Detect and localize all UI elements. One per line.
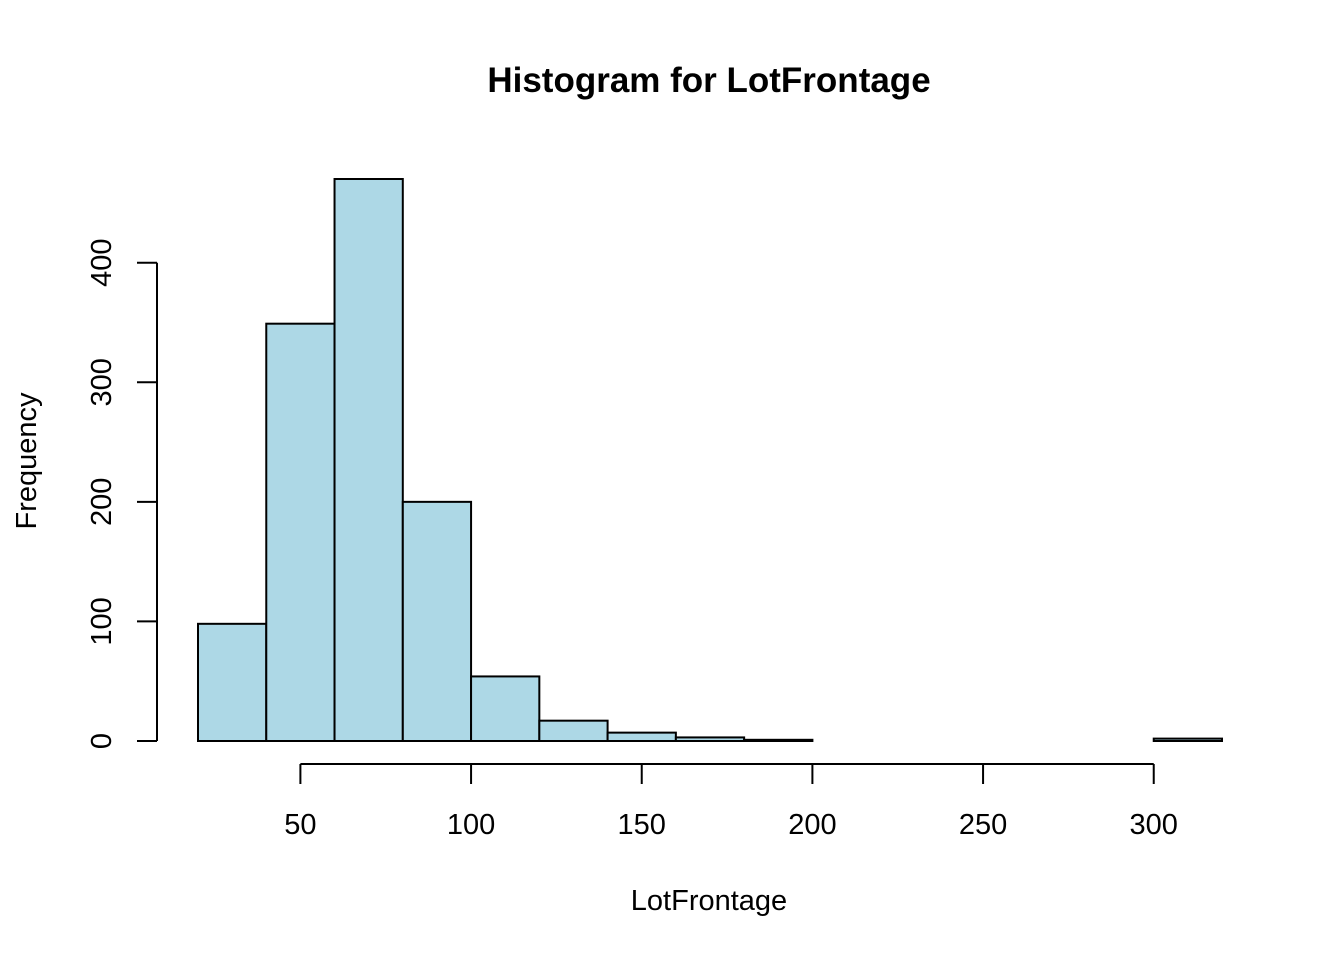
- x-axis-label: LotFrontage: [631, 885, 787, 917]
- histogram-bar: [606, 731, 677, 742]
- y-tick-label: 200: [86, 478, 118, 526]
- histogram-bar: [333, 178, 404, 742]
- y-tick-label: 100: [86, 597, 118, 645]
- x-tick-label: 300: [1130, 809, 1178, 841]
- histogram-bar: [197, 622, 268, 742]
- histogram-bar: [743, 738, 814, 743]
- histogram-bar: [538, 719, 609, 743]
- x-tick-label: 50: [284, 809, 316, 841]
- histogram-bars: [197, 178, 1223, 743]
- histogram-bar: [265, 322, 336, 742]
- y-axis-label: Frequency: [11, 392, 43, 530]
- y-tick-label: 400: [86, 239, 118, 287]
- x-tick-label: 250: [959, 809, 1007, 841]
- histogram-bar: [401, 500, 473, 743]
- x-tick-label: 100: [447, 809, 495, 841]
- x-axis: 50 100 150 200 250 300: [284, 763, 1178, 841]
- histogram-bar: [674, 736, 746, 743]
- histogram-bar: [470, 675, 541, 743]
- y-tick-label: 300: [86, 358, 118, 406]
- y-tick-label: 0: [86, 733, 118, 749]
- y-axis: 0 100 200 300 400: [86, 239, 158, 749]
- x-tick-label: 150: [618, 809, 666, 841]
- histogram-bar: [1152, 737, 1223, 743]
- x-tick-label: 200: [788, 809, 836, 841]
- chart-title: Histogram for LotFrontage: [487, 61, 930, 100]
